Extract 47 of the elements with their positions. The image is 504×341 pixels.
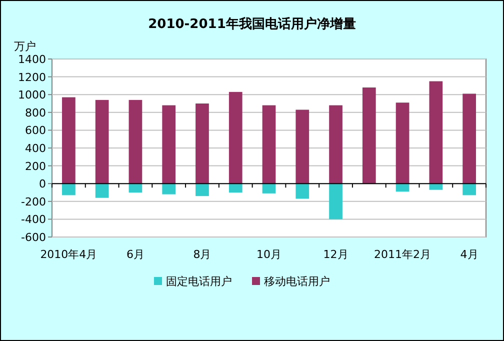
y-tick-label: 0 bbox=[39, 178, 46, 191]
x-tick-label: 2011年2月 bbox=[374, 248, 432, 261]
bar bbox=[196, 184, 209, 196]
x-tick-label: 6月 bbox=[126, 248, 144, 261]
bar bbox=[462, 94, 476, 184]
bar bbox=[196, 104, 209, 184]
bar bbox=[95, 184, 109, 198]
bar bbox=[128, 184, 142, 192]
bar bbox=[296, 184, 310, 199]
bar bbox=[329, 184, 342, 220]
bar bbox=[262, 184, 276, 194]
bar bbox=[228, 92, 242, 184]
x-tick-label: 10月 bbox=[256, 248, 282, 261]
legend-label: 固定电话用户 bbox=[166, 275, 232, 288]
x-tick-label: 8月 bbox=[193, 248, 212, 261]
bar bbox=[362, 87, 376, 184]
y-tick-label: 800 bbox=[25, 106, 46, 120]
y-tick-label: -200 bbox=[21, 195, 46, 208]
bar bbox=[429, 81, 443, 184]
bar bbox=[262, 105, 276, 184]
y-tick-label: -600 bbox=[21, 231, 46, 244]
y-tick-label: 1200 bbox=[18, 70, 46, 84]
bar bbox=[162, 105, 176, 184]
bar bbox=[95, 100, 109, 184]
bar bbox=[429, 184, 443, 190]
y-tick-label: 1000 bbox=[18, 88, 46, 102]
chart-title: 2010-2011年我国电话用户净增量 bbox=[148, 16, 356, 32]
bar bbox=[128, 100, 142, 184]
legend-label: 移动电话用户 bbox=[264, 275, 330, 288]
y-tick-label: 1400 bbox=[18, 53, 46, 66]
y-tick-label: 200 bbox=[25, 160, 46, 173]
x-tick-label: 4月 bbox=[460, 248, 478, 261]
bar bbox=[296, 110, 310, 184]
bar bbox=[62, 184, 76, 196]
bar bbox=[462, 184, 476, 196]
y-tick-label: 400 bbox=[25, 142, 46, 155]
bar bbox=[228, 184, 242, 192]
x-tick-label: 2010年4月 bbox=[40, 248, 98, 261]
bar bbox=[396, 184, 410, 192]
bar bbox=[162, 184, 176, 194]
y-axis-title: 万户 bbox=[14, 40, 36, 53]
bar bbox=[396, 102, 410, 184]
bar bbox=[62, 97, 76, 184]
y-tick-label: -400 bbox=[21, 213, 46, 226]
y-tick-label: 600 bbox=[25, 124, 46, 138]
bar bbox=[329, 105, 342, 184]
x-tick-label: 12月 bbox=[323, 248, 348, 261]
